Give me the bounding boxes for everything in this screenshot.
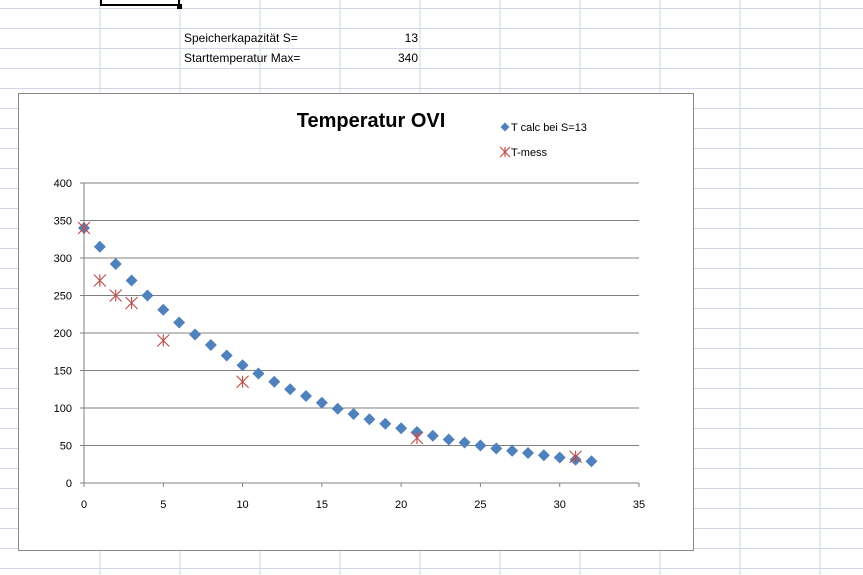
data-point-t-calc[interactable] <box>93 240 106 253</box>
data-point-t-calc[interactable] <box>109 258 122 270</box>
legend-diamond-icon[interactable] <box>500 122 510 132</box>
selected-cell[interactable] <box>100 0 180 6</box>
data-point-t-mess[interactable] <box>410 431 424 445</box>
data-point-t-calc[interactable] <box>553 451 566 464</box>
data-point-t-calc[interactable] <box>585 455 598 468</box>
legend-label-t-calc: T calc bei S=13 <box>511 122 587 134</box>
cell-label-starttemperatur[interactable]: Starttemperatur Max= <box>184 51 301 65</box>
series-t-calc <box>78 222 598 468</box>
y-tick-label: 150 <box>54 366 72 378</box>
data-point-t-calc[interactable] <box>331 402 344 415</box>
y-tick-label: 250 <box>54 291 72 303</box>
chart-area[interactable]: Temperatur OVI 0 50 100 150 200 250 300 350 400 0… <box>18 93 694 551</box>
x-tick-label: 25 <box>474 499 486 511</box>
data-point-t-calc[interactable] <box>506 444 519 457</box>
data-point-t-calc[interactable] <box>379 417 392 430</box>
y-tick-label: 400 <box>54 178 72 190</box>
data-point-t-calc[interactable] <box>125 274 138 287</box>
chart-title[interactable]: Temperatur OVI <box>297 110 446 132</box>
data-point-t-mess[interactable] <box>93 274 107 287</box>
data-point-t-calc[interactable] <box>522 447 534 459</box>
data-point-t-calc[interactable] <box>268 375 281 388</box>
legend-label-t-mess: T-mess <box>511 147 548 159</box>
data-point-t-mess[interactable] <box>236 375 249 389</box>
y-tick-label: 300 <box>54 253 72 265</box>
data-point-t-calc[interactable] <box>458 436 471 449</box>
data-point-t-mess[interactable] <box>125 296 138 310</box>
x-tick-label: 0 <box>81 499 87 511</box>
x-tick-label: 15 <box>316 499 328 511</box>
y-tick-label: 0 <box>66 478 72 490</box>
legend-marker-t-calc <box>500 122 510 132</box>
gridlines <box>84 182 639 446</box>
data-point-t-calc[interactable] <box>173 316 186 329</box>
data-point-t-calc[interactable] <box>395 422 408 435</box>
data-point-t-calc[interactable] <box>141 289 154 302</box>
data-point-t-calc[interactable] <box>474 439 487 452</box>
data-point-t-calc[interactable] <box>442 433 455 446</box>
x-tick-label: 20 <box>395 499 407 511</box>
data-point-t-calc[interactable] <box>315 396 328 409</box>
y-tick-label: 350 <box>54 216 72 228</box>
cell-value-starttemperatur[interactable]: 340 <box>397 51 418 65</box>
data-point-t-calc[interactable] <box>300 390 312 402</box>
y-tick-label: 50 <box>60 441 72 453</box>
x-tick-label: 35 <box>633 499 645 511</box>
data-point-t-calc[interactable] <box>363 413 376 426</box>
x-tick-label: 30 <box>554 499 566 511</box>
data-point-t-calc[interactable] <box>220 349 233 362</box>
legend-marker-t-mess <box>499 146 511 158</box>
x-tick-label: 5 <box>160 499 166 511</box>
series-t-mess <box>77 221 582 464</box>
data-point-t-calc[interactable] <box>204 339 217 351</box>
legend-star-icon[interactable] <box>499 146 511 158</box>
data-point-t-calc[interactable] <box>189 328 201 341</box>
data-point-t-calc[interactable] <box>426 429 439 442</box>
chart-canvas: Temperatur OVI 0501001502002503003504000… <box>54 110 645 511</box>
cell-label-speicherkapazitaet[interactable]: Speicherkapazität S= <box>184 31 298 45</box>
data-point-t-mess[interactable] <box>109 289 123 302</box>
data-point-t-calc[interactable] <box>157 303 170 316</box>
data-point-t-mess[interactable] <box>77 221 91 235</box>
data-point-t-calc[interactable] <box>284 383 297 396</box>
cell-value-speicherkapazitaet[interactable]: 13 <box>404 31 418 45</box>
data-point-t-mess[interactable] <box>156 334 170 347</box>
tick-labels: 0 50 100 150 200 250 300 350 400 0 5 10 15 20 25 30 35 <box>54 178 645 511</box>
fill-handle[interactable] <box>177 4 182 9</box>
y-tick-label: 200 <box>54 328 72 340</box>
y-tick-label: 100 <box>54 403 72 415</box>
data-point-t-calc[interactable] <box>490 442 503 455</box>
data-point-t-calc[interactable] <box>537 449 550 462</box>
data-point-t-calc[interactable] <box>252 367 265 380</box>
data-point-t-calc[interactable] <box>236 359 249 372</box>
x-tick-label: 10 <box>236 499 248 511</box>
data-point-t-calc[interactable] <box>347 408 360 420</box>
data-point-t-mess[interactable] <box>569 450 582 464</box>
legend[interactable]: T calc bei S=13 T-mess <box>499 122 587 159</box>
